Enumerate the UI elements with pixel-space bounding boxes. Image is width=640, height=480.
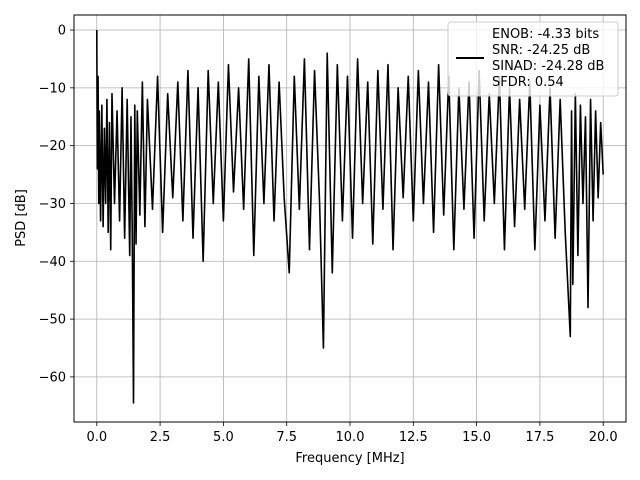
x-tick-label: 5.0 <box>213 430 234 445</box>
y-axis-title: PSD [dB] <box>14 189 29 247</box>
y-tick-label: −10 <box>39 81 66 96</box>
legend-entry-sinad: SINAD: -24.28 dB <box>492 59 604 74</box>
psd-series <box>95 30 605 404</box>
legend-entry-snr: SNR: -24.25 dB <box>492 43 590 58</box>
y-tick-label: −40 <box>39 255 66 270</box>
legend-entry-sfdr: SFDR: 0.54 <box>492 75 564 90</box>
legend-box <box>447 21 619 97</box>
x-tick-label: 15.0 <box>462 430 491 445</box>
psd-line <box>95 30 605 404</box>
x-tick-label: 20.0 <box>589 430 618 445</box>
x-axis-title: Frequency [MHz] <box>295 451 404 466</box>
y-tick-label: −30 <box>39 197 66 212</box>
x-tick-label: 7.5 <box>276 430 297 445</box>
x-tick-label: 17.5 <box>525 430 554 445</box>
x-tick-label: 10.0 <box>336 430 365 445</box>
x-tick-label: 12.5 <box>399 430 428 445</box>
y-tick-label: −20 <box>39 139 66 154</box>
x-tick-label: 0.0 <box>86 430 107 445</box>
y-tick-label: −60 <box>39 370 66 385</box>
y-tick-label: 0 <box>58 24 66 39</box>
legend: ENOB: -4.33 bits SNR: -24.25 dB SINAD: -… <box>447 21 619 97</box>
x-axis-ticks: 0.0 2.5 5.0 7.5 10.0 12.5 15.0 17.5 20.0 <box>86 422 618 445</box>
y-axis-ticks: 0 −10 −20 −30 −40 −50 −60 <box>39 24 74 385</box>
x-tick-label: 2.5 <box>150 430 171 445</box>
y-tick-label: −50 <box>39 313 66 328</box>
legend-entry-enob: ENOB: -4.33 bits <box>492 27 599 42</box>
